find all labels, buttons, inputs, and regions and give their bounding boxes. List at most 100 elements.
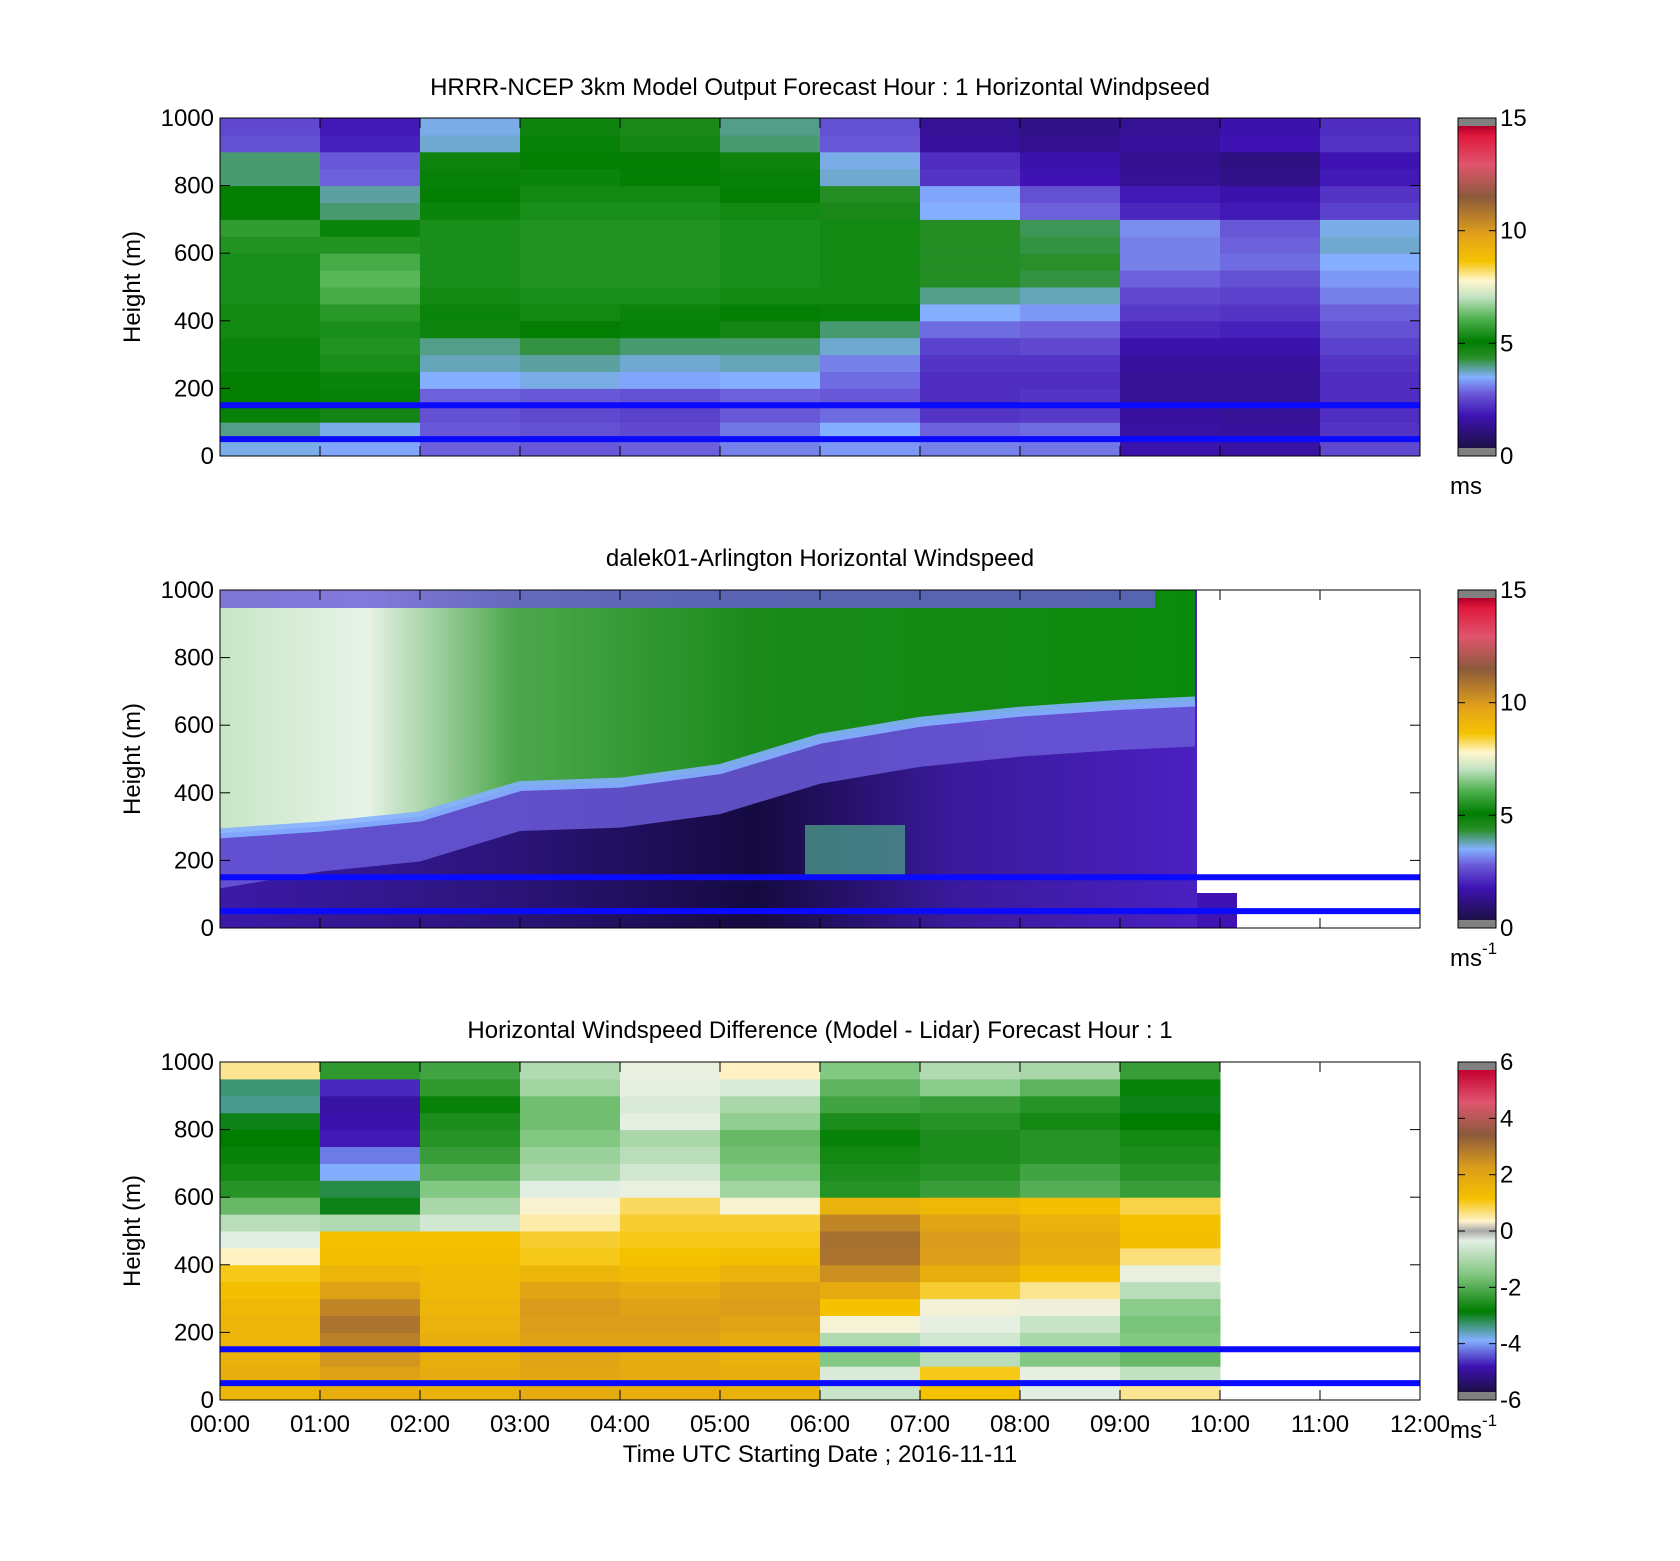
heatmap-cell (320, 422, 421, 440)
colorbar-tick-label: 0 (1500, 915, 1513, 942)
heatmap-cell (620, 287, 721, 305)
heatmap-cell (1120, 1383, 1221, 1401)
heatmap-cell (820, 1315, 921, 1333)
heatmap-cell (620, 405, 721, 423)
heatmap-cell (620, 1231, 721, 1249)
heatmap-cell (920, 1095, 1021, 1114)
heatmap-cell (720, 1366, 821, 1384)
heatmap-cell (420, 151, 521, 170)
heatmap-cell (220, 1163, 321, 1181)
heatmap-cell (320, 118, 421, 136)
y-tick-label: 800 (174, 1117, 214, 1144)
heatmap-cell (720, 1129, 821, 1147)
y-tick-label: 0 (201, 1387, 214, 1414)
heatmap-cell (1320, 422, 1421, 440)
panel-lidar: dalek01-Arlington Horizontal Windspeed 0… (119, 545, 1527, 972)
heatmap-cell (1020, 1197, 1121, 1215)
heatmap-cell (920, 134, 1021, 153)
heatmap-cell (320, 1383, 421, 1401)
colorbar-tick-label: 15 (1500, 577, 1527, 604)
heatmap-cell (920, 320, 1021, 339)
lidar-y-axis: 0 200 400 600 800 1000 (161, 577, 1420, 942)
colorbar-tick-label: 2 (1500, 1162, 1513, 1189)
heatmap-cell (220, 1264, 321, 1283)
heatmap-cell (420, 236, 521, 254)
heatmap-cell (1220, 236, 1321, 254)
difference-x-axis: 00:00 01:00 02:00 03:00 04:00 05:00 06:00 07:00… (190, 1062, 1450, 1438)
heatmap-cell (1220, 151, 1321, 170)
heatmap-cell (920, 1247, 1021, 1266)
heatmap-cell (420, 371, 521, 389)
heatmap-cell (1220, 253, 1321, 271)
model-colorbar: 0 5 10 15 ms (1450, 105, 1527, 500)
heatmap-cell (620, 270, 721, 288)
heatmap-cell (720, 168, 821, 187)
heatmap-cell (620, 236, 721, 254)
heatmap-cell (320, 1062, 421, 1080)
heatmap-cell (1120, 219, 1221, 237)
heatmap-cell (520, 1264, 621, 1283)
heatmap-cell (1020, 320, 1121, 339)
heatmap-cell (820, 388, 921, 406)
heatmap-cell (1020, 202, 1121, 220)
difference-reference-lines (220, 1346, 1420, 1387)
x-tick-label: 09:00 (1090, 1411, 1150, 1438)
heatmap-cell (520, 439, 621, 457)
panel-lidar-title: dalek01-Arlington Horizontal Windspeed (606, 545, 1034, 572)
heatmap-cell (220, 1383, 321, 1401)
y-tick-label: 0 (201, 443, 214, 470)
heatmap-cell (1020, 354, 1121, 372)
panel-model-title: HRRR-NCEP 3km Model Output Forecast Hour… (430, 74, 1210, 101)
heatmap-cell (520, 287, 621, 305)
y-tick-label: 600 (174, 712, 214, 739)
heatmap-cell (1020, 253, 1121, 271)
heatmap-cell (420, 1315, 521, 1333)
heatmap-cell (220, 371, 321, 389)
heatmap-cell (520, 1315, 621, 1333)
heatmap-cell (820, 236, 921, 254)
heatmap-cell (220, 320, 321, 339)
difference-y-axis: 0 200 400 600 800 1000 (161, 1049, 1420, 1414)
model-reference-lines (220, 402, 1420, 443)
heatmap-cell (420, 337, 521, 356)
heatmap-cell (720, 1062, 821, 1080)
heatmap-cell (420, 1112, 521, 1131)
heatmap-cell (520, 1231, 621, 1249)
heatmap-cell (1120, 1349, 1221, 1367)
heatmap-cell (720, 354, 821, 372)
heatmap-cell (720, 287, 821, 305)
heatmap-cell (420, 253, 521, 271)
heatmap-cell (920, 118, 1021, 136)
heatmap-cell (1120, 1231, 1221, 1249)
heatmap-cell (320, 253, 421, 271)
heatmap-cell (1320, 219, 1421, 237)
heatmap-cell (920, 270, 1021, 288)
heatmap-cell (1020, 422, 1121, 440)
heatmap-cell (720, 1231, 821, 1249)
heatmap-cell (720, 1078, 821, 1097)
heatmap-cell (520, 1129, 621, 1147)
heatmap-cell (1020, 1264, 1121, 1283)
heatmap-cell (1220, 439, 1321, 457)
panel-difference-title: Horizontal Windspeed Difference (Model -… (467, 1017, 1172, 1044)
model-y-label: Height (m) (119, 231, 146, 343)
heatmap-cell (720, 1163, 821, 1181)
heatmap-cell (820, 134, 921, 153)
x-tick-label: 07:00 (890, 1411, 950, 1438)
heatmap-cell (720, 1332, 821, 1350)
heatmap-cell (520, 1062, 621, 1080)
heatmap-cell (420, 1298, 521, 1316)
heatmap-cell (1120, 134, 1221, 153)
heatmap-cell (620, 320, 721, 339)
heatmap-cell (920, 1231, 1021, 1249)
heatmap-cell (1120, 422, 1221, 440)
heatmap-cell (220, 1366, 321, 1384)
heatmap-cell (1220, 337, 1321, 356)
heatmap-cell (1020, 185, 1121, 203)
heatmap-cell (220, 303, 321, 322)
heatmap-cell (320, 1264, 421, 1283)
heatmap-cell (820, 320, 921, 339)
heatmap-cell (1020, 134, 1121, 153)
heatmap-cell (720, 1095, 821, 1114)
heatmap-cell (420, 303, 521, 322)
